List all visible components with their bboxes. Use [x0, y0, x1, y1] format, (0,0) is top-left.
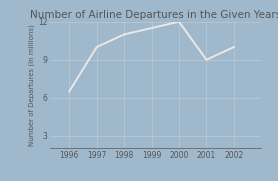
Title: Number of Airline Departures in the Given Years: Number of Airline Departures in the Give…	[30, 10, 278, 20]
Y-axis label: Number of Departures (in millions): Number of Departures (in millions)	[28, 24, 35, 146]
